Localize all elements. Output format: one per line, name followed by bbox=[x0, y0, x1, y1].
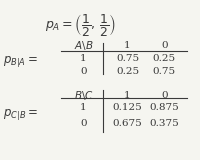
Text: 1: 1 bbox=[80, 54, 86, 63]
Text: 0: 0 bbox=[160, 91, 167, 100]
Text: 0.875: 0.875 bbox=[149, 103, 178, 112]
Text: $p_{B|A} =$: $p_{B|A} =$ bbox=[3, 54, 37, 69]
Text: 0.75: 0.75 bbox=[152, 67, 175, 76]
Text: 0: 0 bbox=[80, 119, 86, 128]
Text: $A{\backslash}B$: $A{\backslash}B$ bbox=[73, 39, 93, 52]
Text: 0: 0 bbox=[160, 41, 167, 50]
Text: 0.75: 0.75 bbox=[115, 54, 138, 63]
Text: 1: 1 bbox=[124, 91, 130, 100]
Text: 0.125: 0.125 bbox=[112, 103, 142, 112]
Text: 0.25: 0.25 bbox=[152, 54, 175, 63]
Text: 0.675: 0.675 bbox=[112, 119, 142, 128]
Text: 0.25: 0.25 bbox=[115, 67, 138, 76]
Text: $p_A = \left(\dfrac{1}{2},\, \dfrac{1}{2}\right)$: $p_A = \left(\dfrac{1}{2},\, \dfrac{1}{2… bbox=[45, 12, 115, 38]
Text: 1: 1 bbox=[80, 103, 86, 112]
Text: 0.375: 0.375 bbox=[149, 119, 178, 128]
Text: 0: 0 bbox=[80, 67, 86, 76]
Text: $p_{C|B} =$: $p_{C|B} =$ bbox=[3, 107, 37, 122]
Text: 1: 1 bbox=[124, 41, 130, 50]
Text: $B{\backslash}C$: $B{\backslash}C$ bbox=[73, 89, 93, 102]
